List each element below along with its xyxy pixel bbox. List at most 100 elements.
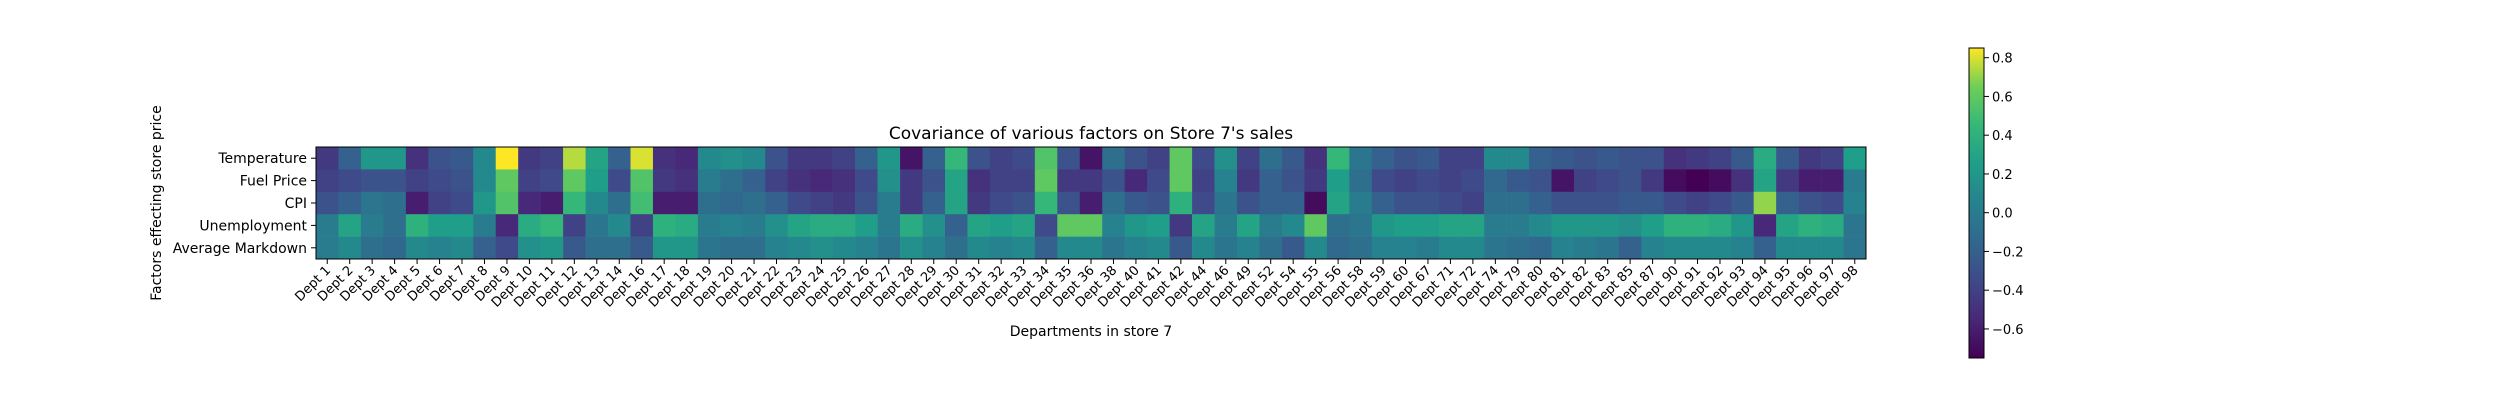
heatmap-cell (989, 147, 1013, 170)
heatmap-cell (405, 236, 429, 260)
heatmap-cell (608, 214, 631, 237)
heatmap-cell (1304, 147, 1328, 170)
colorbar-tick-label: −0.6 (1992, 323, 2024, 338)
colorbar-tick-label: 0.2 (1992, 168, 2013, 183)
heatmap-cell (652, 236, 676, 260)
heatmap-cell (1551, 147, 1575, 170)
heatmap-cell (585, 214, 609, 237)
heatmap-cell (944, 236, 968, 260)
heatmap-cell (1124, 236, 1148, 260)
heatmap-cell (518, 147, 541, 170)
heatmap-cell (1663, 147, 1687, 170)
heatmap-cell (922, 147, 946, 170)
heatmap-cell (338, 169, 362, 193)
heatmap-cell (1371, 191, 1395, 215)
heatmap-cell (1192, 147, 1215, 170)
heatmap-cell (1686, 214, 1710, 237)
heatmap-cell (810, 191, 833, 215)
heatmap-cell (1214, 169, 1238, 193)
heatmap-cell (383, 191, 407, 215)
heatmap-cell (1506, 147, 1530, 170)
heatmap-cell (383, 169, 407, 193)
heatmap-cell (1529, 214, 1552, 237)
heatmap-cell (405, 191, 429, 215)
heatmap-cell (1484, 191, 1507, 215)
heatmap-cell (720, 169, 744, 193)
heatmap-cell (1753, 214, 1777, 237)
heatmap-cell (338, 214, 362, 237)
heatmap-cell (1259, 169, 1283, 193)
heatmap-cell (1618, 214, 1642, 237)
heatmap-cell (652, 147, 676, 170)
heatmap-cell (1821, 169, 1844, 193)
heatmap-cell (1079, 214, 1103, 237)
heatmap-cell (1304, 169, 1328, 193)
heatmap-cell (1731, 236, 1754, 260)
heatmap-cell (1708, 236, 1732, 260)
heatmap-cell (742, 191, 766, 215)
heatmap-cell (1618, 236, 1642, 260)
heatmap-cell (360, 236, 384, 260)
heatmap-cell (922, 214, 946, 237)
heatmap-cell (473, 191, 497, 215)
heatmap-cell (1079, 191, 1103, 215)
heatmap-cell (1461, 236, 1485, 260)
heatmap-cell (1484, 147, 1507, 170)
heatmap-cell (1034, 169, 1058, 193)
heatmap-cell (1731, 214, 1754, 237)
heatmap-cell (1304, 191, 1328, 215)
heatmap-cell (787, 191, 811, 215)
heatmap-cell (1529, 236, 1552, 260)
heatmap-cell (1124, 169, 1148, 193)
heatmap-cell (338, 236, 362, 260)
heatmap-cell (1349, 191, 1373, 215)
heatmap-cell (1416, 147, 1440, 170)
heatmap-cell (1079, 169, 1103, 193)
heatmap-cell (1731, 169, 1754, 193)
heatmap-cell (855, 214, 878, 237)
heatmap-cell (877, 169, 901, 193)
heatmap-cell (495, 214, 519, 237)
heatmap-cell (1596, 236, 1620, 260)
heatmap-cell (1686, 191, 1710, 215)
heatmap-cell (1237, 214, 1260, 237)
heatmap-cell (877, 214, 901, 237)
heatmap-cell (450, 147, 474, 170)
heatmap-cell (1551, 191, 1575, 215)
heatmap-cell (989, 214, 1013, 237)
heatmap-cell (1663, 214, 1687, 237)
heatmap-cell (1147, 191, 1170, 215)
heatmap-cell (1439, 191, 1462, 215)
heatmap-cell (1057, 169, 1081, 193)
heatmap-cell (630, 191, 654, 215)
heatmap-cell (1237, 169, 1260, 193)
heatmap-cell (1192, 191, 1215, 215)
colorbar-tick-label: 0.0 (1992, 207, 2013, 222)
heatmap-cell (1102, 169, 1125, 193)
heatmap-cell (1843, 236, 1867, 260)
heatmap-cell (630, 214, 654, 237)
heatmap-cell (787, 214, 811, 237)
heatmap-cell (518, 214, 541, 237)
heatmap-cell (900, 191, 923, 215)
heatmap-cell (1506, 191, 1530, 215)
heatmap-cell (652, 169, 676, 193)
heatmap-cell (1529, 147, 1552, 170)
heatmap-cell (967, 191, 991, 215)
heatmap-cell (473, 236, 497, 260)
heatmap-cell (697, 169, 721, 193)
heatmap-cell (810, 169, 833, 193)
heatmap-cell (1686, 147, 1710, 170)
heatmap-cell (1394, 236, 1418, 260)
heatmap-cell (1416, 169, 1440, 193)
heatmap-cell (1147, 169, 1170, 193)
heatmap-cell (518, 191, 541, 215)
heatmap-cell (1237, 191, 1260, 215)
heatmap-cell (1214, 236, 1238, 260)
heatmap-cell (1798, 214, 1822, 237)
heatmap-cell (316, 169, 339, 193)
heatmap-cell (608, 169, 631, 193)
heatmap-cell (720, 191, 744, 215)
heatmap-cell (720, 236, 744, 260)
heatmap-cell (1281, 169, 1305, 193)
